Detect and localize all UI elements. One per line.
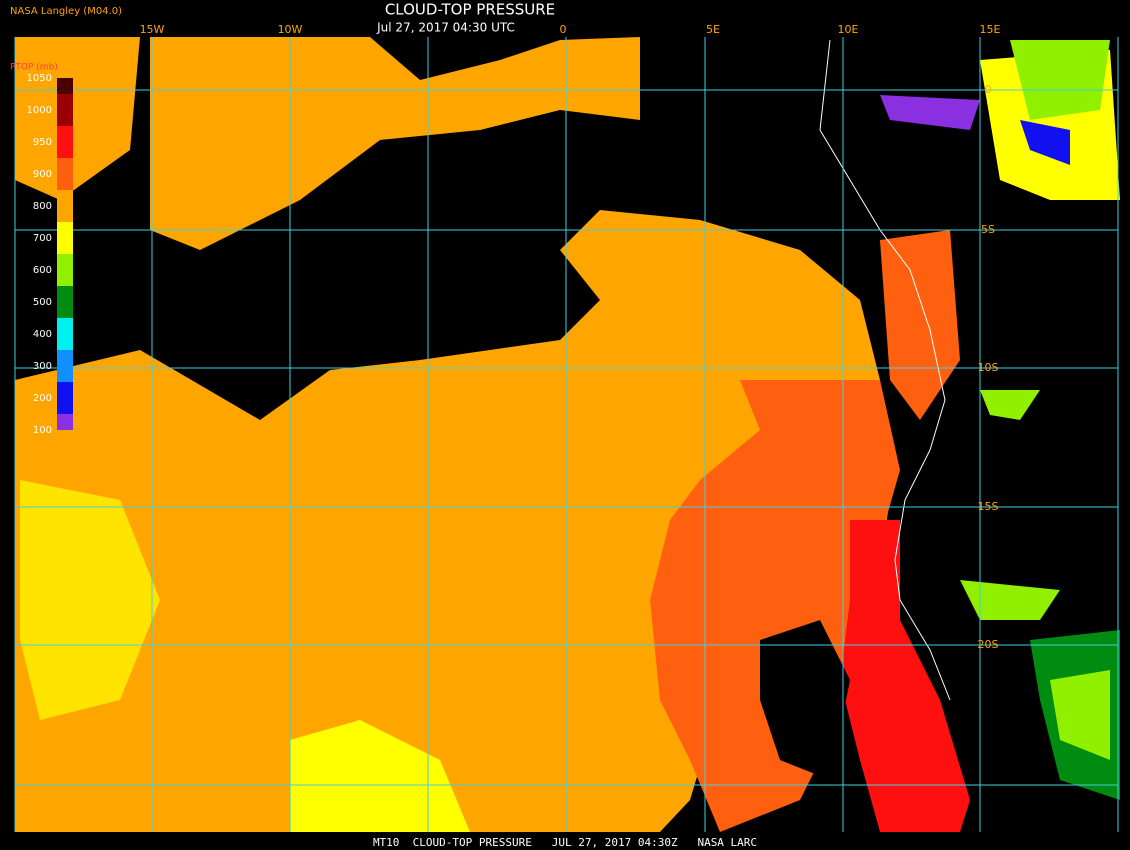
cloud-region (980, 390, 1040, 420)
legend-tick-label: 300 (33, 361, 52, 372)
legend-swatch (57, 318, 73, 350)
legend-tick-label: 100 (33, 425, 52, 436)
cloud-region (1050, 670, 1110, 760)
longitude-label: 0 (560, 23, 567, 36)
title: CLOUD-TOP PRESSURE (385, 1, 555, 19)
longitude-label: 15E (980, 23, 1001, 36)
source: NASA Langley (M04.0) (10, 6, 122, 17)
legend-swatch (57, 222, 73, 254)
legend-swatch (57, 126, 73, 158)
legend-swatch (57, 158, 73, 190)
clear-sky (760, 620, 850, 780)
cloud-region (290, 720, 470, 832)
legend-tick-label: 500 (33, 297, 52, 308)
cloud-region (1010, 40, 1110, 120)
legend-swatch (57, 382, 73, 414)
legend-tick-label: 1000 (27, 105, 52, 116)
legend-tick-label: 800 (33, 201, 52, 212)
latitude-label: 20S (978, 638, 999, 651)
longitude-label: 10W (278, 23, 303, 36)
legend-title: PTOP (mb) (10, 63, 58, 73)
cloud-region (840, 520, 970, 832)
longitude-label: 10E (838, 23, 859, 36)
timestamp: Jul 27, 2017 04:30 UTC (376, 21, 515, 35)
legend-swatch (57, 78, 73, 94)
legend-swatch (57, 414, 73, 430)
cloud-region (960, 580, 1060, 620)
legend-swatch (57, 286, 73, 318)
graticule (14, 37, 1119, 832)
cloud-region (880, 230, 960, 420)
coastline (819, 39, 951, 701)
legend-tick-label: 700 (33, 233, 52, 244)
longitude-label: 15W (140, 23, 165, 36)
cloud-region (15, 37, 140, 200)
legend-tick-label: 600 (33, 265, 52, 276)
latitude-label: 15S (978, 500, 999, 513)
latitude-label: 5S (981, 223, 995, 236)
latitude-label: 10S (978, 361, 999, 374)
legend-swatch (57, 254, 73, 286)
legend-tick-label: 1050 (27, 73, 52, 84)
legend-swatch (57, 350, 73, 382)
legend-tick-label: 400 (33, 329, 52, 340)
cloud-region (20, 480, 160, 720)
legend-tick-label: 200 (33, 393, 52, 404)
longitude-label: 5E (706, 23, 720, 36)
cloud-region (1020, 120, 1070, 165)
legend: 1050 1000 950 900 800 700 600 500 400 300 200 100 (27, 73, 73, 436)
footer: MT10 CLOUD-TOP PRESSURE JUL 27, 2017 04:… (373, 836, 757, 849)
cloud-region (880, 95, 980, 130)
legend-swatch (57, 190, 73, 222)
latitude-label: 0 (985, 83, 992, 96)
legend-tick-label: 900 (33, 169, 52, 180)
legend-tick-label: 950 (33, 137, 52, 148)
legend-swatch (57, 94, 73, 126)
